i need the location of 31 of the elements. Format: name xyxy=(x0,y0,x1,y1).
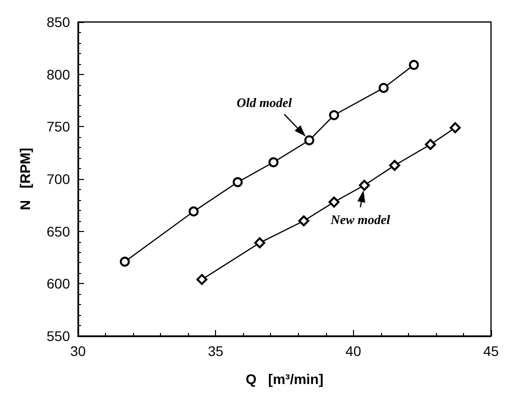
y-tick-label: 800 xyxy=(46,66,70,82)
point xyxy=(254,237,266,248)
point xyxy=(298,215,310,226)
point xyxy=(188,206,199,216)
annotation: Old model xyxy=(236,94,292,110)
point xyxy=(196,274,208,285)
x-tick-label: 45 xyxy=(483,343,499,359)
point xyxy=(450,122,461,134)
x-tick-label: 40 xyxy=(346,343,362,359)
x-axis-title: Q [m³/min] xyxy=(246,371,324,387)
point xyxy=(268,157,278,168)
y-tick-label: 600 xyxy=(46,276,70,292)
x-tick-label: 30 xyxy=(70,343,86,359)
y-tick-label: 750 xyxy=(46,118,70,135)
point xyxy=(389,160,400,171)
y-tick-label: 850 xyxy=(46,14,70,30)
point xyxy=(232,177,243,188)
point xyxy=(424,138,436,150)
point xyxy=(358,180,370,191)
point xyxy=(120,256,130,267)
point xyxy=(378,82,389,93)
x-tick-label: 35 xyxy=(208,343,224,359)
y-tick-label: 700 xyxy=(46,171,70,187)
annotation: New model xyxy=(330,212,391,227)
point xyxy=(329,110,340,120)
y-tick-label: 550 xyxy=(46,328,70,344)
point xyxy=(328,196,340,208)
y-tick-label: 650 xyxy=(46,223,70,240)
point xyxy=(304,135,314,146)
y-axis-title: N [RPM] xyxy=(17,148,33,210)
point xyxy=(408,60,419,70)
